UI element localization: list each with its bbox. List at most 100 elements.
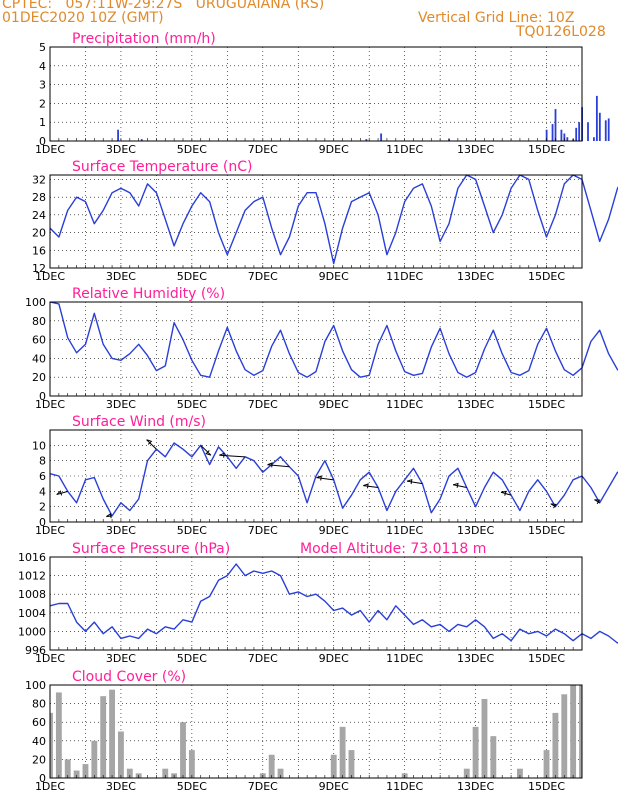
wind-arrow bbox=[316, 477, 334, 481]
wind-arrow bbox=[500, 491, 512, 496]
y-tick-label: 1008 bbox=[18, 588, 46, 601]
wind-arrow-head bbox=[363, 483, 369, 489]
y-tick-label: 3 bbox=[39, 79, 46, 92]
run-date: 01DEC2020 10Z (GMT) bbox=[2, 10, 164, 26]
cloud-bar bbox=[180, 722, 186, 778]
cloud-bar bbox=[50, 712, 53, 778]
x-tick-label: 7DEC bbox=[248, 398, 278, 411]
y-tick-label: 12 bbox=[32, 262, 46, 275]
x-tick-label: 3DEC bbox=[106, 780, 136, 793]
wind-arrow bbox=[146, 439, 157, 450]
wind-arrows bbox=[56, 439, 601, 519]
x-tick-label: 11DEC bbox=[386, 652, 423, 665]
series-line bbox=[49, 174, 618, 265]
wind-arrow-head bbox=[452, 482, 459, 488]
cloud-bar bbox=[339, 726, 346, 778]
precip-bar bbox=[595, 95, 598, 141]
panel-title: Relative Humidity (%) bbox=[72, 286, 225, 302]
cloud-bar bbox=[472, 726, 479, 778]
x-tick-label: 15DEC bbox=[528, 780, 565, 793]
wind-arrow-head bbox=[146, 439, 153, 445]
wind-arrow-head bbox=[500, 490, 507, 496]
x-tick-label: 1DEC bbox=[35, 398, 65, 411]
precip-bar bbox=[554, 109, 557, 141]
x-tick-label: 1DEC bbox=[35, 652, 65, 665]
x-tick-label: 13DEC bbox=[457, 398, 494, 411]
cloud-bar bbox=[126, 768, 133, 778]
precip-bar bbox=[563, 133, 566, 141]
x-tick-label: 11DEC bbox=[386, 524, 423, 537]
cloud-bar bbox=[188, 750, 195, 778]
wind-arrow bbox=[267, 464, 290, 468]
x-tick-label: 5DEC bbox=[177, 524, 207, 537]
y-tick-label: 80 bbox=[32, 698, 46, 711]
y-tick-label: 16 bbox=[32, 244, 46, 257]
plot-frame bbox=[49, 684, 583, 779]
x-tick-label: 15DEC bbox=[528, 398, 565, 411]
wind-arrow bbox=[406, 480, 423, 485]
cloud-bar bbox=[517, 768, 523, 778]
y-tick-label: 40 bbox=[32, 352, 46, 365]
y-tick-label: 2 bbox=[39, 97, 46, 110]
x-tick-label: 13DEC bbox=[457, 780, 494, 793]
precip-bar bbox=[587, 122, 589, 141]
x-tick-label: 9DEC bbox=[319, 270, 349, 283]
x-tick-label: 9DEC bbox=[319, 398, 349, 411]
plot-frame bbox=[49, 46, 583, 142]
x-tick-label: 7DEC bbox=[248, 524, 278, 537]
x-tick-label: 13DEC bbox=[457, 652, 494, 665]
panel-3: 0 20 40 60 80 100 1DEC 3DEC 5DEC 7DEC 9DEC 11DEC 13D… bbox=[25, 286, 618, 411]
wind-arrow bbox=[56, 490, 68, 496]
y-tick-label: 1004 bbox=[18, 607, 46, 620]
station-header: CPTEC: 057:11W-29:27S URUGUAIANA (RS) bbox=[2, 0, 325, 12]
wind-arrow-head bbox=[267, 462, 273, 468]
series-line bbox=[49, 442, 618, 517]
cloud-bar bbox=[277, 768, 284, 778]
y-tick-label: 20 bbox=[32, 227, 46, 240]
x-tick-label: 15DEC bbox=[528, 270, 565, 283]
wind-arrow-head bbox=[219, 452, 225, 458]
panel-title: Cloud Cover (%) bbox=[72, 669, 186, 685]
precip-bar bbox=[607, 118, 610, 141]
cloud-bar bbox=[490, 736, 497, 778]
x-tick-label: 3DEC bbox=[106, 270, 136, 283]
wind-arrow-head bbox=[205, 450, 212, 456]
y-tick-label: 1 bbox=[39, 116, 46, 129]
x-tick-label: 5DEC bbox=[177, 652, 207, 665]
cloud-bar bbox=[579, 685, 582, 778]
y-tick-label: 24 bbox=[32, 209, 46, 222]
y-tick-label: 4 bbox=[39, 60, 46, 73]
wind-arrow bbox=[453, 484, 467, 488]
wind-arrow bbox=[200, 444, 212, 456]
y-tick-label: 28 bbox=[32, 191, 46, 204]
x-tick-label: 11DEC bbox=[386, 143, 423, 156]
x-tick-label: 13DEC bbox=[457, 524, 494, 537]
cloud-bar bbox=[348, 750, 355, 778]
y-tick-label: 0 bbox=[39, 135, 46, 148]
x-tick-label: 3DEC bbox=[106, 143, 136, 156]
wind-arrow-head bbox=[594, 499, 601, 505]
x-tick-label: 11DEC bbox=[386, 270, 423, 283]
x-tick-label: 9DEC bbox=[319, 524, 349, 537]
wind-arrow-head bbox=[406, 478, 413, 485]
x-tick-label: 1DEC bbox=[35, 143, 65, 156]
x-tick-label: 1DEC bbox=[35, 780, 65, 793]
x-tick-label: 1DEC bbox=[35, 524, 65, 537]
y-tick-label: 100 bbox=[25, 296, 46, 309]
x-tick-label: 5DEC bbox=[177, 143, 207, 156]
precip-bar bbox=[598, 112, 601, 141]
precip-bar bbox=[560, 129, 563, 141]
panel-4: 0 2 4 6 8 10 1DEC 3DEC 5DEC 7DEC 9DEC 11DEC 13DEC 15D… bbox=[32, 414, 618, 537]
y-tick-label: 2 bbox=[39, 501, 46, 514]
panel-title: Surface Wind (m/s) bbox=[72, 414, 206, 430]
precip-bar bbox=[117, 129, 119, 141]
cloud-bar bbox=[552, 712, 559, 778]
x-tick-label: 9DEC bbox=[319, 652, 349, 665]
cloud-bar bbox=[570, 685, 577, 778]
x-tick-label: 5DEC bbox=[177, 398, 207, 411]
precip-bar bbox=[566, 137, 569, 141]
x-tick-label: 1DEC bbox=[35, 270, 65, 283]
cloud-bar bbox=[109, 689, 115, 778]
y-tick-label: 0 bbox=[39, 516, 46, 529]
x-tick-label: 11DEC bbox=[386, 398, 423, 411]
